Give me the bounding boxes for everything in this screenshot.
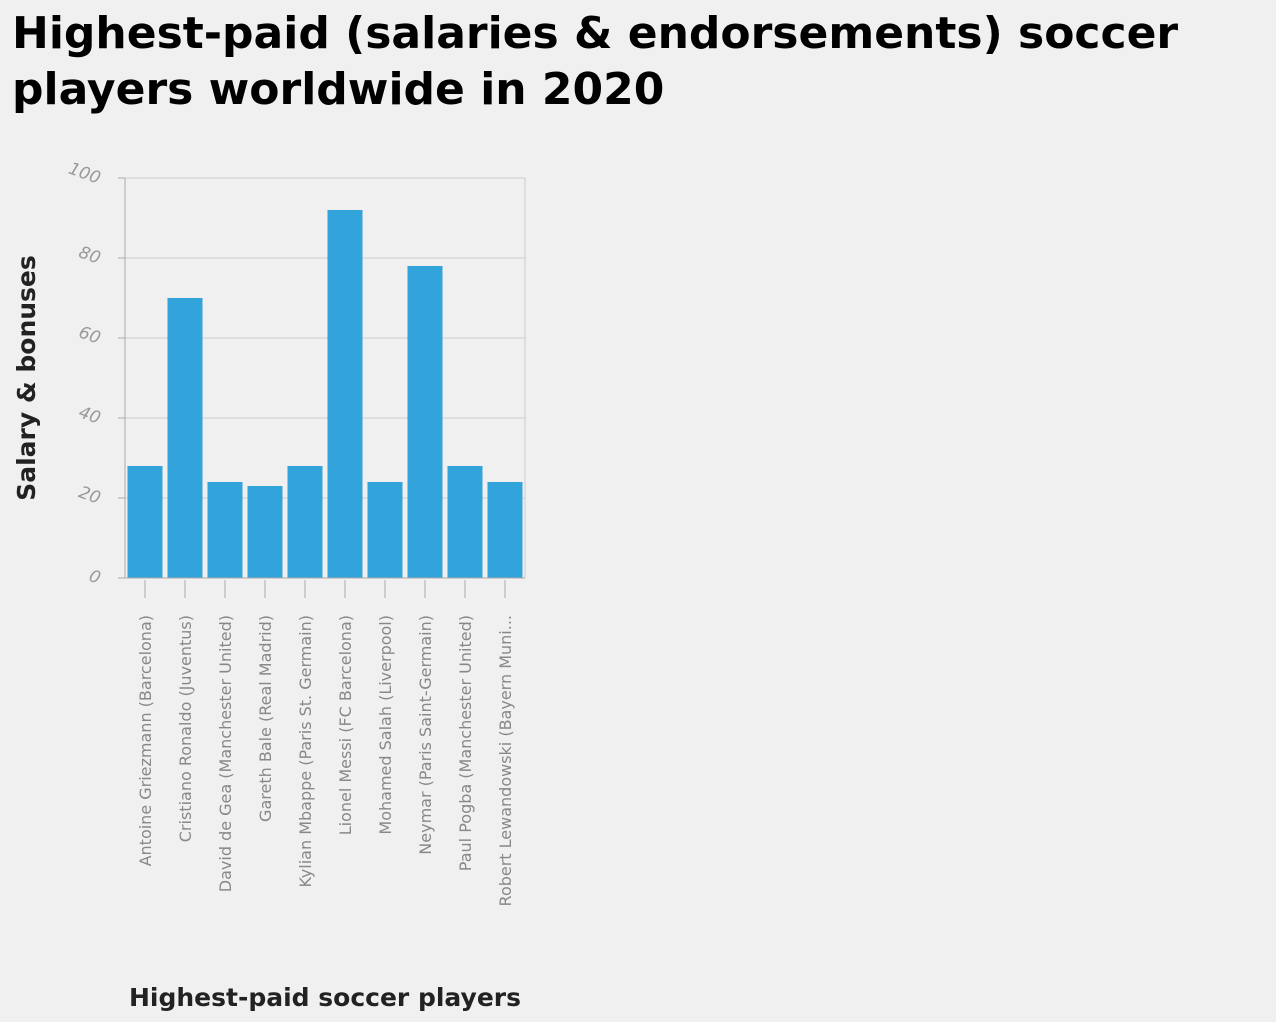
y-tick-label: 20: [76, 483, 103, 509]
x-tick-label: Cristiano Ronaldo (Juventus): [176, 615, 195, 842]
x-axis-label: Highest-paid soccer players: [129, 983, 521, 1012]
y-tick-label: 0: [86, 566, 103, 588]
x-tick-label: Neymar (Paris Saint-Germain): [416, 615, 435, 855]
y-axis-ticks: 0 20 40 60 80 100: [66, 159, 126, 589]
x-tick-label: Gareth Bale (Real Madrid): [256, 615, 275, 822]
bars: [127, 210, 523, 578]
x-tick-label: Lionel Messi (FC Barcelona): [336, 615, 355, 835]
chart-title: Highest-paid (salaries & endorsements) s…: [12, 8, 1179, 115]
bar-9: [487, 482, 523, 578]
bar-7: [407, 266, 443, 578]
bar-0: [127, 466, 163, 578]
y-axis-label: Salary & bonuses: [12, 255, 41, 501]
bar-6: [367, 482, 403, 578]
x-axis-ticks: Antoine Griezmann (Barcelona) Cristiano R…: [125, 577, 525, 906]
bar-8: [447, 466, 483, 578]
y-tick-label: 40: [76, 403, 103, 429]
x-tick-label: David de Gea (Manchester United): [216, 615, 235, 892]
y-tick-label: 60: [76, 323, 103, 349]
bar-2: [207, 482, 243, 578]
x-tick-label: Paul Pogba (Manchester United): [456, 615, 475, 871]
x-tick-label: Mohamed Salah (Liverpool): [376, 615, 395, 835]
bar-3: [247, 486, 283, 578]
x-tick-label: Antoine Griezmann (Barcelona): [136, 615, 155, 866]
bar-4: [287, 466, 323, 578]
y-tick-label: 100: [66, 159, 103, 189]
bar-1: [167, 298, 203, 578]
x-tick-label: Kylian Mbappe (Paris St. Germain): [296, 615, 315, 888]
x-tick-label: Robert Lewandowski (Bayern Muni...: [496, 615, 515, 906]
y-tick-label: 80: [76, 243, 103, 269]
bar-5: [327, 210, 363, 578]
